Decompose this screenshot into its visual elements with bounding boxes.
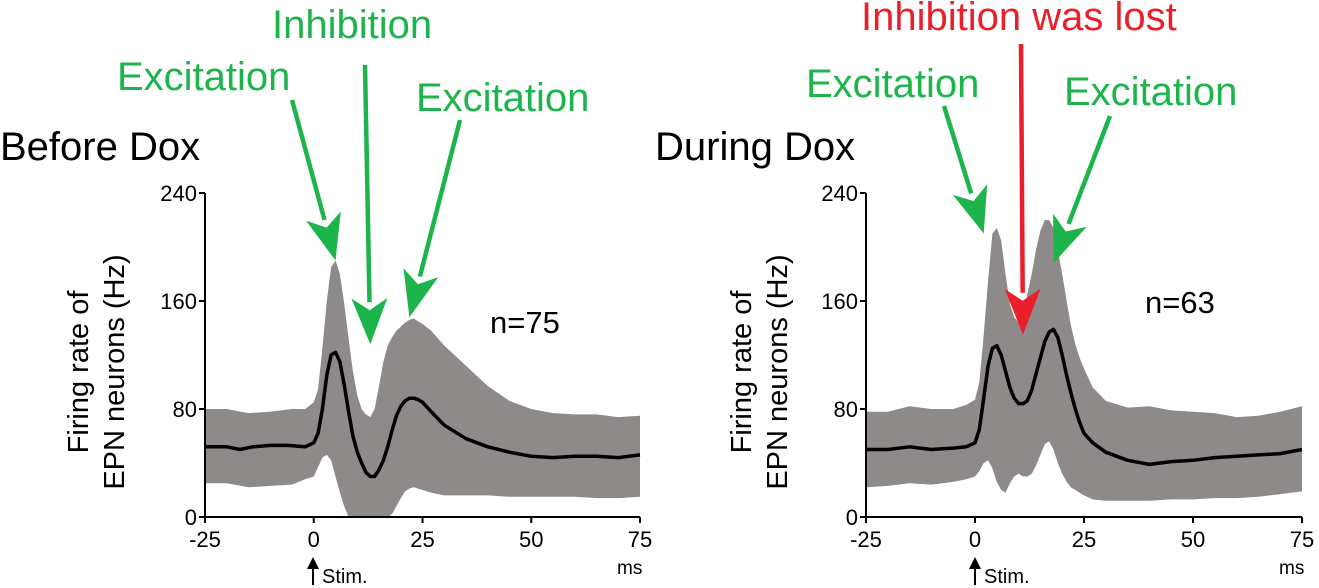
y-tick-label: 240 bbox=[160, 181, 197, 206]
y-tick-label: 240 bbox=[821, 181, 858, 206]
y-tick-label: 0 bbox=[185, 505, 197, 530]
y-tick-label: 160 bbox=[160, 289, 197, 314]
annotation-arrow-shaft bbox=[362, 64, 372, 303]
annotation-excitation-2: Excitation bbox=[416, 76, 589, 120]
annotation-arrow-shaft bbox=[417, 119, 463, 278]
annotation-inhibition-was-lost: Inhibition was lost bbox=[861, 0, 1177, 39]
panel-title: Before Dox bbox=[0, 125, 200, 169]
x-tick-label: 50 bbox=[519, 527, 543, 552]
y-tick-label: 80 bbox=[834, 397, 858, 422]
panel-title: During Dox bbox=[655, 125, 855, 169]
mean-firing-rate-line bbox=[205, 350, 641, 479]
annotation-arrow-icon bbox=[306, 211, 341, 261]
x-unit-label: ms bbox=[1279, 558, 1304, 579]
annotation-arrow-shaft bbox=[289, 99, 327, 221]
annotation-arrow-icon bbox=[1053, 213, 1087, 264]
x-tick-label: -25 bbox=[189, 527, 221, 552]
variability-band bbox=[866, 220, 1302, 501]
stim-arrow-icon bbox=[307, 557, 319, 569]
annotation-arrow-icon bbox=[952, 184, 988, 234]
stim-label: Stim. bbox=[984, 566, 1030, 588]
y-tick-label: 160 bbox=[821, 289, 858, 314]
stim-arrow-icon bbox=[969, 557, 981, 569]
annotation-arrow-shaft bbox=[1018, 43, 1025, 293]
chart-panel-during-dox: During Dox Firing rate of EPN neurons (H… bbox=[655, 0, 1314, 588]
y-axis-label-line-2: EPN neurons (Hz) bbox=[99, 254, 131, 489]
y-axis-label-line-1: Firing rate of bbox=[63, 290, 95, 454]
x-tick-label: 50 bbox=[1181, 527, 1205, 552]
n-count-label: n=63 bbox=[1145, 285, 1215, 320]
annotation-excitation-1: Excitation bbox=[806, 62, 979, 106]
annotation-arrow-shaft bbox=[1066, 115, 1113, 225]
mean-firing-rate-line bbox=[866, 327, 1303, 467]
stim-label: Stim. bbox=[322, 566, 368, 588]
n-count-label: n=75 bbox=[490, 305, 560, 340]
x-tick-label: 75 bbox=[1290, 527, 1314, 552]
x-unit-label: ms bbox=[617, 558, 642, 579]
annotation-arrow-icon bbox=[403, 268, 439, 318]
y-tick-label: 80 bbox=[173, 397, 197, 422]
stim-marker: Stim. bbox=[969, 557, 1030, 588]
x-tick-label: -25 bbox=[850, 527, 882, 552]
chart-panel-before-dox: Before Dox Firing rate of EPN neurons (H… bbox=[0, 3, 652, 588]
annotation-arrow-shaft bbox=[941, 105, 974, 195]
x-tick-label: 25 bbox=[410, 527, 434, 552]
stim-marker: Stim. bbox=[307, 557, 368, 588]
y-axis-label-line-1: Firing rate of bbox=[726, 290, 758, 454]
x-tick-label: 0 bbox=[969, 527, 981, 552]
annotation-arrow-icon bbox=[351, 297, 388, 345]
annotations: Excitation Inhibition was lost Excitatio… bbox=[806, 0, 1237, 335]
annotations: Excitation Inhibition Excitation bbox=[117, 3, 589, 345]
annotation-arrow-icon bbox=[1004, 288, 1041, 335]
annotation-inhibition: Inhibition bbox=[272, 3, 432, 47]
annotation-excitation-2: Excitation bbox=[1064, 70, 1237, 114]
x-tick-label: 75 bbox=[628, 527, 652, 552]
annotation-excitation-1: Excitation bbox=[117, 55, 290, 99]
y-axis-label-line-2: EPN neurons (Hz) bbox=[762, 254, 794, 489]
variability-band bbox=[205, 260, 640, 517]
x-tick-label: 0 bbox=[308, 527, 320, 552]
x-tick-label: 25 bbox=[1072, 527, 1096, 552]
y-tick-label: 0 bbox=[846, 505, 858, 530]
